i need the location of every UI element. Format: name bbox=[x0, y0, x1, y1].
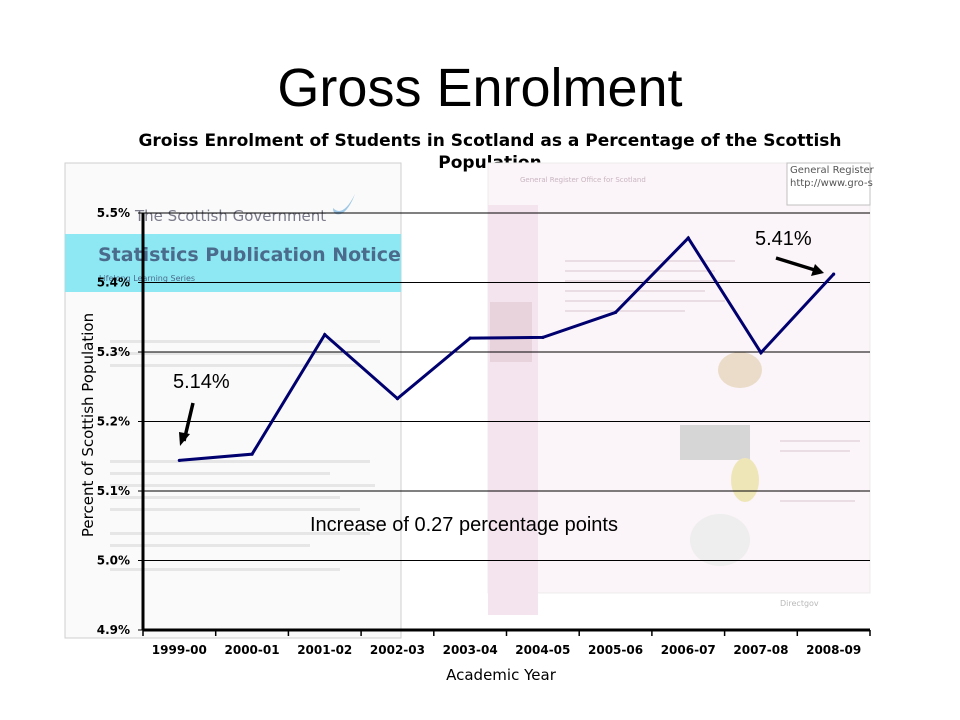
gro-browser-title: General Register bbox=[790, 165, 875, 176]
y-tick-label: 5.2% bbox=[97, 415, 130, 429]
end-value-annotation: 5.41% bbox=[755, 228, 812, 250]
gro-photo bbox=[690, 514, 750, 566]
x-tick-label: 2006-07 bbox=[661, 643, 716, 657]
data-point bbox=[395, 396, 400, 401]
gridlines bbox=[138, 212, 870, 631]
x-axis-title: Academic Year bbox=[446, 666, 557, 684]
start-value-arrowhead bbox=[179, 432, 190, 446]
data-point bbox=[323, 333, 327, 337]
increase-annotation: Increase of 0.27 percentage points bbox=[310, 514, 618, 536]
y-tick-label: 5.1% bbox=[97, 484, 130, 498]
publication-banner-subtitle: Lifelong Learning Series bbox=[99, 274, 195, 283]
x-tick-label: 2008-09 bbox=[806, 643, 861, 657]
browser-fragment bbox=[786, 162, 871, 206]
end-value-arrow bbox=[775, 256, 819, 273]
end-value-arrowhead bbox=[811, 264, 824, 276]
gro-logo-text: General Register Office for Scotland bbox=[520, 176, 646, 184]
x-tick-labels: 1999-00 2000-01 2001-02 2002-03 2003-04 2004-… bbox=[152, 643, 861, 657]
gro-photo bbox=[731, 458, 759, 502]
data-point bbox=[686, 236, 690, 240]
data-point bbox=[250, 452, 254, 456]
gro-photo bbox=[718, 352, 762, 388]
x-tick-label: 2001-02 bbox=[297, 643, 352, 657]
directgov-label: Directgov bbox=[780, 599, 819, 608]
start-value-annotation: 5.14% bbox=[173, 371, 230, 393]
x-tick-label: 2000-01 bbox=[225, 643, 280, 657]
gro-browser-url: http://www.gro-s bbox=[790, 178, 873, 189]
background-collage: The Scottish Government Statistics Publi… bbox=[64, 162, 875, 639]
saltire-logo-icon bbox=[333, 194, 355, 215]
y-tick-label: 4.9% bbox=[97, 623, 130, 637]
x-tick-label: 2005-06 bbox=[588, 643, 643, 657]
gov-name: The Scottish Government bbox=[134, 207, 326, 225]
series-line bbox=[179, 235, 835, 462]
publication-banner-text: Statistics Publication Notice bbox=[98, 244, 401, 266]
y-tick-label: 5.5% bbox=[97, 206, 130, 220]
data-point bbox=[177, 458, 181, 463]
x-tick-label: 1999-00 bbox=[152, 643, 207, 657]
x-tick-label: 2002-03 bbox=[370, 643, 425, 657]
data-point bbox=[468, 336, 472, 340]
data-point bbox=[613, 310, 618, 314]
x-tick-label: 2007-08 bbox=[733, 643, 788, 657]
axes bbox=[141, 213, 871, 636]
x-tick-label: 2003-04 bbox=[443, 643, 498, 657]
data-point bbox=[832, 272, 836, 276]
y-tick-label: 5.0% bbox=[97, 554, 130, 568]
y-tick-label: 5.3% bbox=[97, 345, 130, 359]
gro-webpage bbox=[487, 162, 871, 594]
data-point bbox=[541, 335, 545, 340]
publication-text-lines bbox=[110, 340, 380, 571]
gro-photo bbox=[680, 425, 750, 460]
y-tick-labels: 4.9% 5.0% 5.1% 5.2% 5.3% 5.4% 5.5% bbox=[97, 206, 130, 637]
gro-sidebar bbox=[488, 205, 538, 615]
x-tick-label: 2004-05 bbox=[515, 643, 570, 657]
slide-title: Gross Enrolment bbox=[277, 58, 683, 118]
gro-photo bbox=[490, 302, 532, 362]
y-tick-label: 5.4% bbox=[97, 276, 130, 290]
data-point bbox=[759, 351, 763, 355]
y-axis-title: Percent of Scottish Population bbox=[79, 313, 97, 537]
